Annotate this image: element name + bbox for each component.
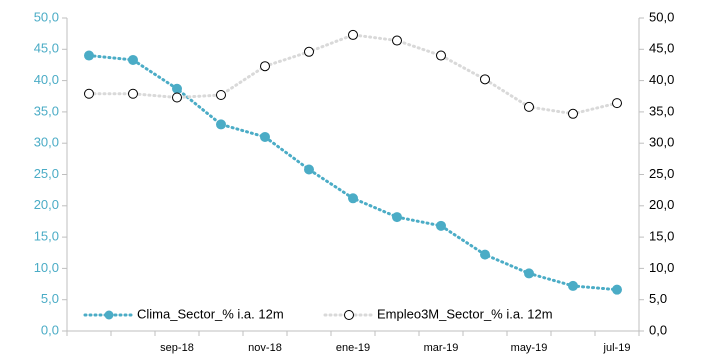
y-tick-label: 45,0 (34, 41, 59, 56)
series-marker (172, 83, 182, 94)
y2-tick-label: 40,0 (649, 72, 674, 87)
series-line (87, 33, 619, 116)
x-tick-label: nov-18 (248, 342, 282, 354)
y-tick-label: 10,0 (34, 260, 59, 275)
series-marker (436, 50, 446, 61)
series-line (87, 54, 619, 292)
y2-tick-label: 30,0 (649, 135, 674, 150)
series-marker (216, 119, 226, 130)
series-marker (524, 268, 534, 279)
y-tick-label: 25,0 (34, 166, 59, 181)
y-tick-label: 30,0 (34, 135, 59, 150)
series-marker (260, 131, 270, 142)
series-marker (612, 98, 622, 109)
y2-tick-label: 20,0 (649, 197, 674, 212)
series-marker (348, 29, 358, 40)
series-marker (568, 280, 578, 291)
x-tick-label: mar-19 (424, 342, 459, 354)
y-tick-label: 15,0 (34, 229, 59, 244)
x-tick-label: jul-19 (603, 342, 631, 354)
y-tick-label: 5,0 (41, 291, 59, 306)
y2-tick-label: 15,0 (649, 229, 674, 244)
y-tick-label: 20,0 (34, 197, 59, 212)
y2-tick-label: 0,0 (649, 322, 667, 337)
series-marker (480, 249, 490, 260)
series-marker (260, 61, 270, 72)
series-marker (436, 220, 446, 231)
series-marker (84, 88, 94, 99)
y2-tick-label: 35,0 (649, 103, 674, 118)
series-marker (128, 54, 138, 65)
series-marker (128, 88, 138, 99)
series-marker (612, 284, 622, 295)
x-tick-label: sep-18 (160, 342, 194, 354)
series-marker (216, 89, 226, 100)
y2-tick-label: 5,0 (649, 291, 667, 306)
legend-marker (344, 310, 354, 320)
series-marker (568, 108, 578, 119)
x-tick-label: ene-19 (336, 342, 370, 354)
y2-tick-label: 50,0 (649, 9, 674, 24)
series-marker (480, 74, 490, 85)
y2-tick-label: 25,0 (649, 166, 674, 181)
y-tick-label: 40,0 (34, 72, 59, 87)
y-tick-label: 50,0 (34, 9, 59, 24)
series-marker (348, 193, 358, 204)
series-marker (524, 101, 534, 112)
series-marker (304, 46, 314, 57)
y-tick-label: 0,0 (41, 322, 59, 337)
y-tick-label: 35,0 (34, 103, 59, 118)
series-marker (392, 212, 402, 223)
series-marker (172, 92, 182, 103)
legend-label: Empleo3M_Sector_% i.a. 12m (377, 306, 553, 321)
y2-tick-label: 10,0 (649, 260, 674, 275)
y2-tick-label: 45,0 (649, 41, 674, 56)
x-tick-label: may-19 (511, 342, 548, 354)
series-marker (392, 35, 402, 46)
series-marker (84, 50, 94, 61)
series-marker (304, 164, 314, 175)
legend-label: Clima_Sector_% i.a. 12m (137, 306, 284, 321)
legend-marker (104, 310, 114, 320)
